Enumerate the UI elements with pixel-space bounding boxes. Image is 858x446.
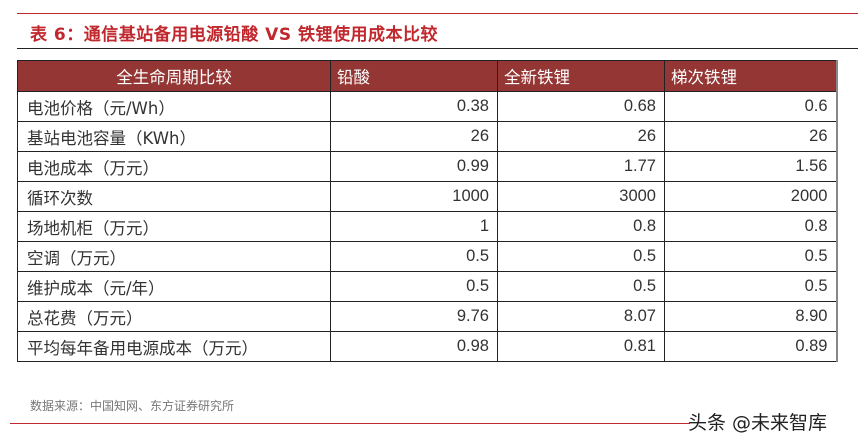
cell-new-lithium: 26: [497, 121, 665, 152]
table-row: 循环次数 1000 3000 2000: [17, 181, 838, 212]
table-header-row: 全生命周期比较 铅酸 全新铁锂 梯次铁锂: [17, 60, 838, 92]
row-label: 空调（万元）: [17, 241, 331, 272]
table-row: 场地机柜（万元） 1 0.8 0.8: [17, 211, 838, 242]
cell-lead-acid: 0.5: [330, 241, 498, 272]
table-row: 空调（万元） 0.5 0.5 0.5: [17, 241, 838, 272]
table-row: 电池成本（万元） 0.99 1.77 1.56: [17, 151, 838, 182]
cell-cascade-lithium: 0.6: [664, 91, 838, 122]
table-row: 基站电池容量（KWh） 26 26 26: [17, 121, 838, 152]
cell-new-lithium: 0.5: [497, 241, 665, 272]
cell-lead-acid: 9.76: [330, 301, 498, 332]
column-header-cascade-lithium: 梯次铁锂: [664, 60, 838, 92]
cell-cascade-lithium: 8.90: [664, 301, 838, 332]
cell-cascade-lithium: 26: [664, 121, 838, 152]
row-label: 电池价格（元/Wh）: [17, 91, 331, 122]
cell-cascade-lithium: 0.5: [664, 271, 838, 302]
row-label: 基站电池容量（KWh）: [17, 121, 331, 152]
cell-new-lithium: 0.81: [497, 331, 665, 362]
cell-cascade-lithium: 0.5: [664, 241, 838, 272]
row-label: 电池成本（万元）: [17, 151, 331, 182]
table-row: 维护成本（元/年） 0.5 0.5 0.5: [17, 271, 838, 302]
cell-new-lithium: 0.8: [497, 211, 665, 242]
cell-new-lithium: 1.77: [497, 151, 665, 182]
table-row: 电池价格（元/Wh） 0.38 0.68 0.6: [17, 91, 838, 122]
cell-cascade-lithium: 2000: [664, 181, 838, 212]
cell-lead-acid: 0.38: [330, 91, 498, 122]
table-row: 平均每年备用电源成本（万元） 0.98 0.81 0.89: [17, 331, 838, 362]
cell-cascade-lithium: 0.8: [664, 211, 838, 242]
table-title: 表 6：通信基站备用电源铅酸 VS 铁锂使用成本比较: [30, 25, 438, 45]
cell-lead-acid: 0.98: [330, 331, 498, 362]
title-divider: [17, 48, 858, 49]
watermark: 头条 @未来智库: [688, 412, 828, 434]
row-label: 场地机柜（万元）: [17, 211, 331, 242]
cell-lead-acid: 0.5: [330, 271, 498, 302]
table-row: 总花费（万元） 9.76 8.07 8.90: [17, 301, 838, 332]
row-label: 平均每年备用电源成本（万元）: [17, 331, 331, 362]
data-source-note: 数据来源：中国知网、东方证券研究所: [30, 399, 235, 413]
cell-lead-acid: 26: [330, 121, 498, 152]
bottom-divider: [10, 423, 690, 424]
cell-lead-acid: 1000: [330, 181, 498, 212]
column-header-lead-acid: 铅酸: [330, 60, 498, 92]
cell-cascade-lithium: 1.56: [664, 151, 838, 182]
top-divider: [17, 13, 858, 14]
cost-comparison-table: 全生命周期比较 铅酸 全新铁锂 梯次铁锂 电池价格（元/Wh） 0.38 0.6…: [17, 60, 838, 362]
cell-new-lithium: 0.5: [497, 271, 665, 302]
cell-lead-acid: 0.99: [330, 151, 498, 182]
cell-new-lithium: 3000: [497, 181, 665, 212]
cell-cascade-lithium: 0.89: [664, 331, 838, 362]
row-label: 循环次数: [17, 181, 331, 212]
cell-new-lithium: 0.68: [497, 91, 665, 122]
cell-new-lithium: 8.07: [497, 301, 665, 332]
column-header-lifecycle: 全生命周期比较: [17, 60, 331, 92]
row-label: 维护成本（元/年）: [17, 271, 331, 302]
cell-lead-acid: 1: [330, 211, 498, 242]
column-header-new-lithium: 全新铁锂: [497, 60, 665, 92]
row-label: 总花费（万元）: [17, 301, 331, 332]
